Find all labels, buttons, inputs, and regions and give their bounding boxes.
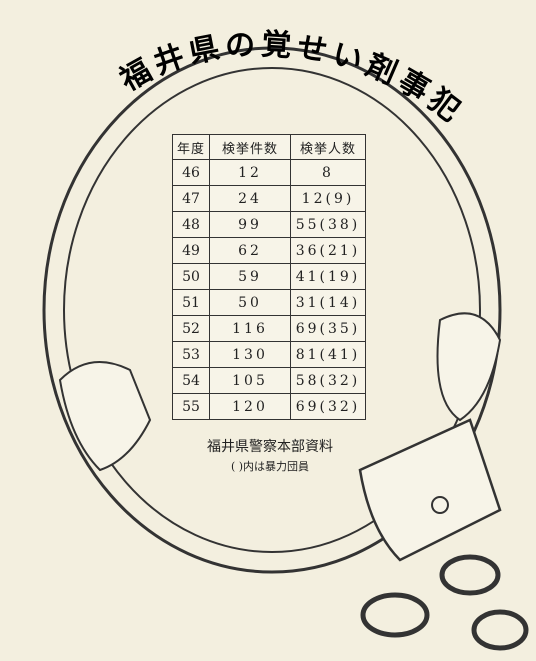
table-cell: 55 [172, 393, 210, 420]
table-cell: 120 [209, 393, 291, 420]
table-cell: 年度 [172, 134, 210, 160]
table-row: 47 24 12(9) [172, 185, 366, 212]
table-cell: 59 [209, 263, 291, 290]
table-cell: 検挙人数 [290, 134, 366, 160]
table-cell: 50 [209, 289, 291, 316]
table-cell: 130 [209, 341, 291, 368]
chain-link [360, 592, 430, 638]
table-cell: 31(14) [290, 289, 366, 316]
chain-link [439, 554, 501, 596]
table-cell: 116 [209, 315, 291, 342]
table-cell: 69(32) [290, 393, 366, 420]
table-row: 48 99 55(38) [172, 211, 366, 238]
table-row: 52 116 69(35) [172, 315, 366, 342]
table-cell: 12 [209, 159, 291, 186]
table-cell: 47 [172, 185, 210, 212]
ring-outer [42, 46, 502, 574]
table-row: 55 120 69(32) [172, 393, 366, 420]
table-cell: 51 [172, 289, 210, 316]
table-cell: 24 [209, 185, 291, 212]
title: 福井県の覚せい剤事犯 [114, 27, 471, 131]
table-row: 51 50 31(14) [172, 289, 366, 316]
table-row: 46 12 8 [172, 159, 366, 186]
table-row: 53 130 81(41) [172, 341, 366, 368]
ring-inner [63, 67, 481, 553]
table-cell: 53 [172, 341, 210, 368]
table-cell: 105 [209, 367, 291, 394]
table-row: 50 59 41(19) [172, 263, 366, 290]
table-row: 54 105 58(32) [172, 367, 366, 394]
table-cell: 81(41) [290, 341, 366, 368]
table-cell: 54 [172, 367, 210, 394]
chain-link [471, 609, 529, 651]
left-hand [58, 361, 152, 472]
table-cell: 49 [172, 237, 210, 264]
table-cell: 62 [209, 237, 291, 264]
data-table: 年度 検挙件数 検挙人数 46 12 8 47 24 12(9) 48 99 55(38) 49 62 36… [172, 134, 366, 420]
table-row: 年度 検挙件数 検挙人数 [172, 134, 366, 160]
cuff-lock [358, 418, 502, 562]
table-cell: 69(35) [290, 315, 366, 342]
table-cell: 8 [290, 159, 366, 186]
table-cell: 52 [172, 315, 210, 342]
table-cell: 36(21) [290, 237, 366, 264]
source: 福井県警察本部資料 [207, 439, 333, 455]
title-text: 福井県の覚せい剤事犯 [114, 27, 466, 131]
table-cell: 58(32) [290, 367, 366, 394]
table-cell: 50 [172, 263, 210, 290]
table-cell: 12(9) [290, 185, 366, 212]
table-cell: 48 [172, 211, 210, 238]
table-cell: 55(38) [290, 211, 366, 238]
table-row: 49 62 36(21) [172, 237, 366, 264]
note: ( )内は暴力団員 [230, 460, 310, 473]
right-hand [436, 312, 502, 422]
table-cell: 検挙件数 [209, 134, 291, 160]
keyhole [431, 496, 449, 514]
table-cell: 99 [209, 211, 291, 238]
table-cell: 46 [172, 159, 210, 186]
table-cell: 41(19) [290, 263, 366, 290]
